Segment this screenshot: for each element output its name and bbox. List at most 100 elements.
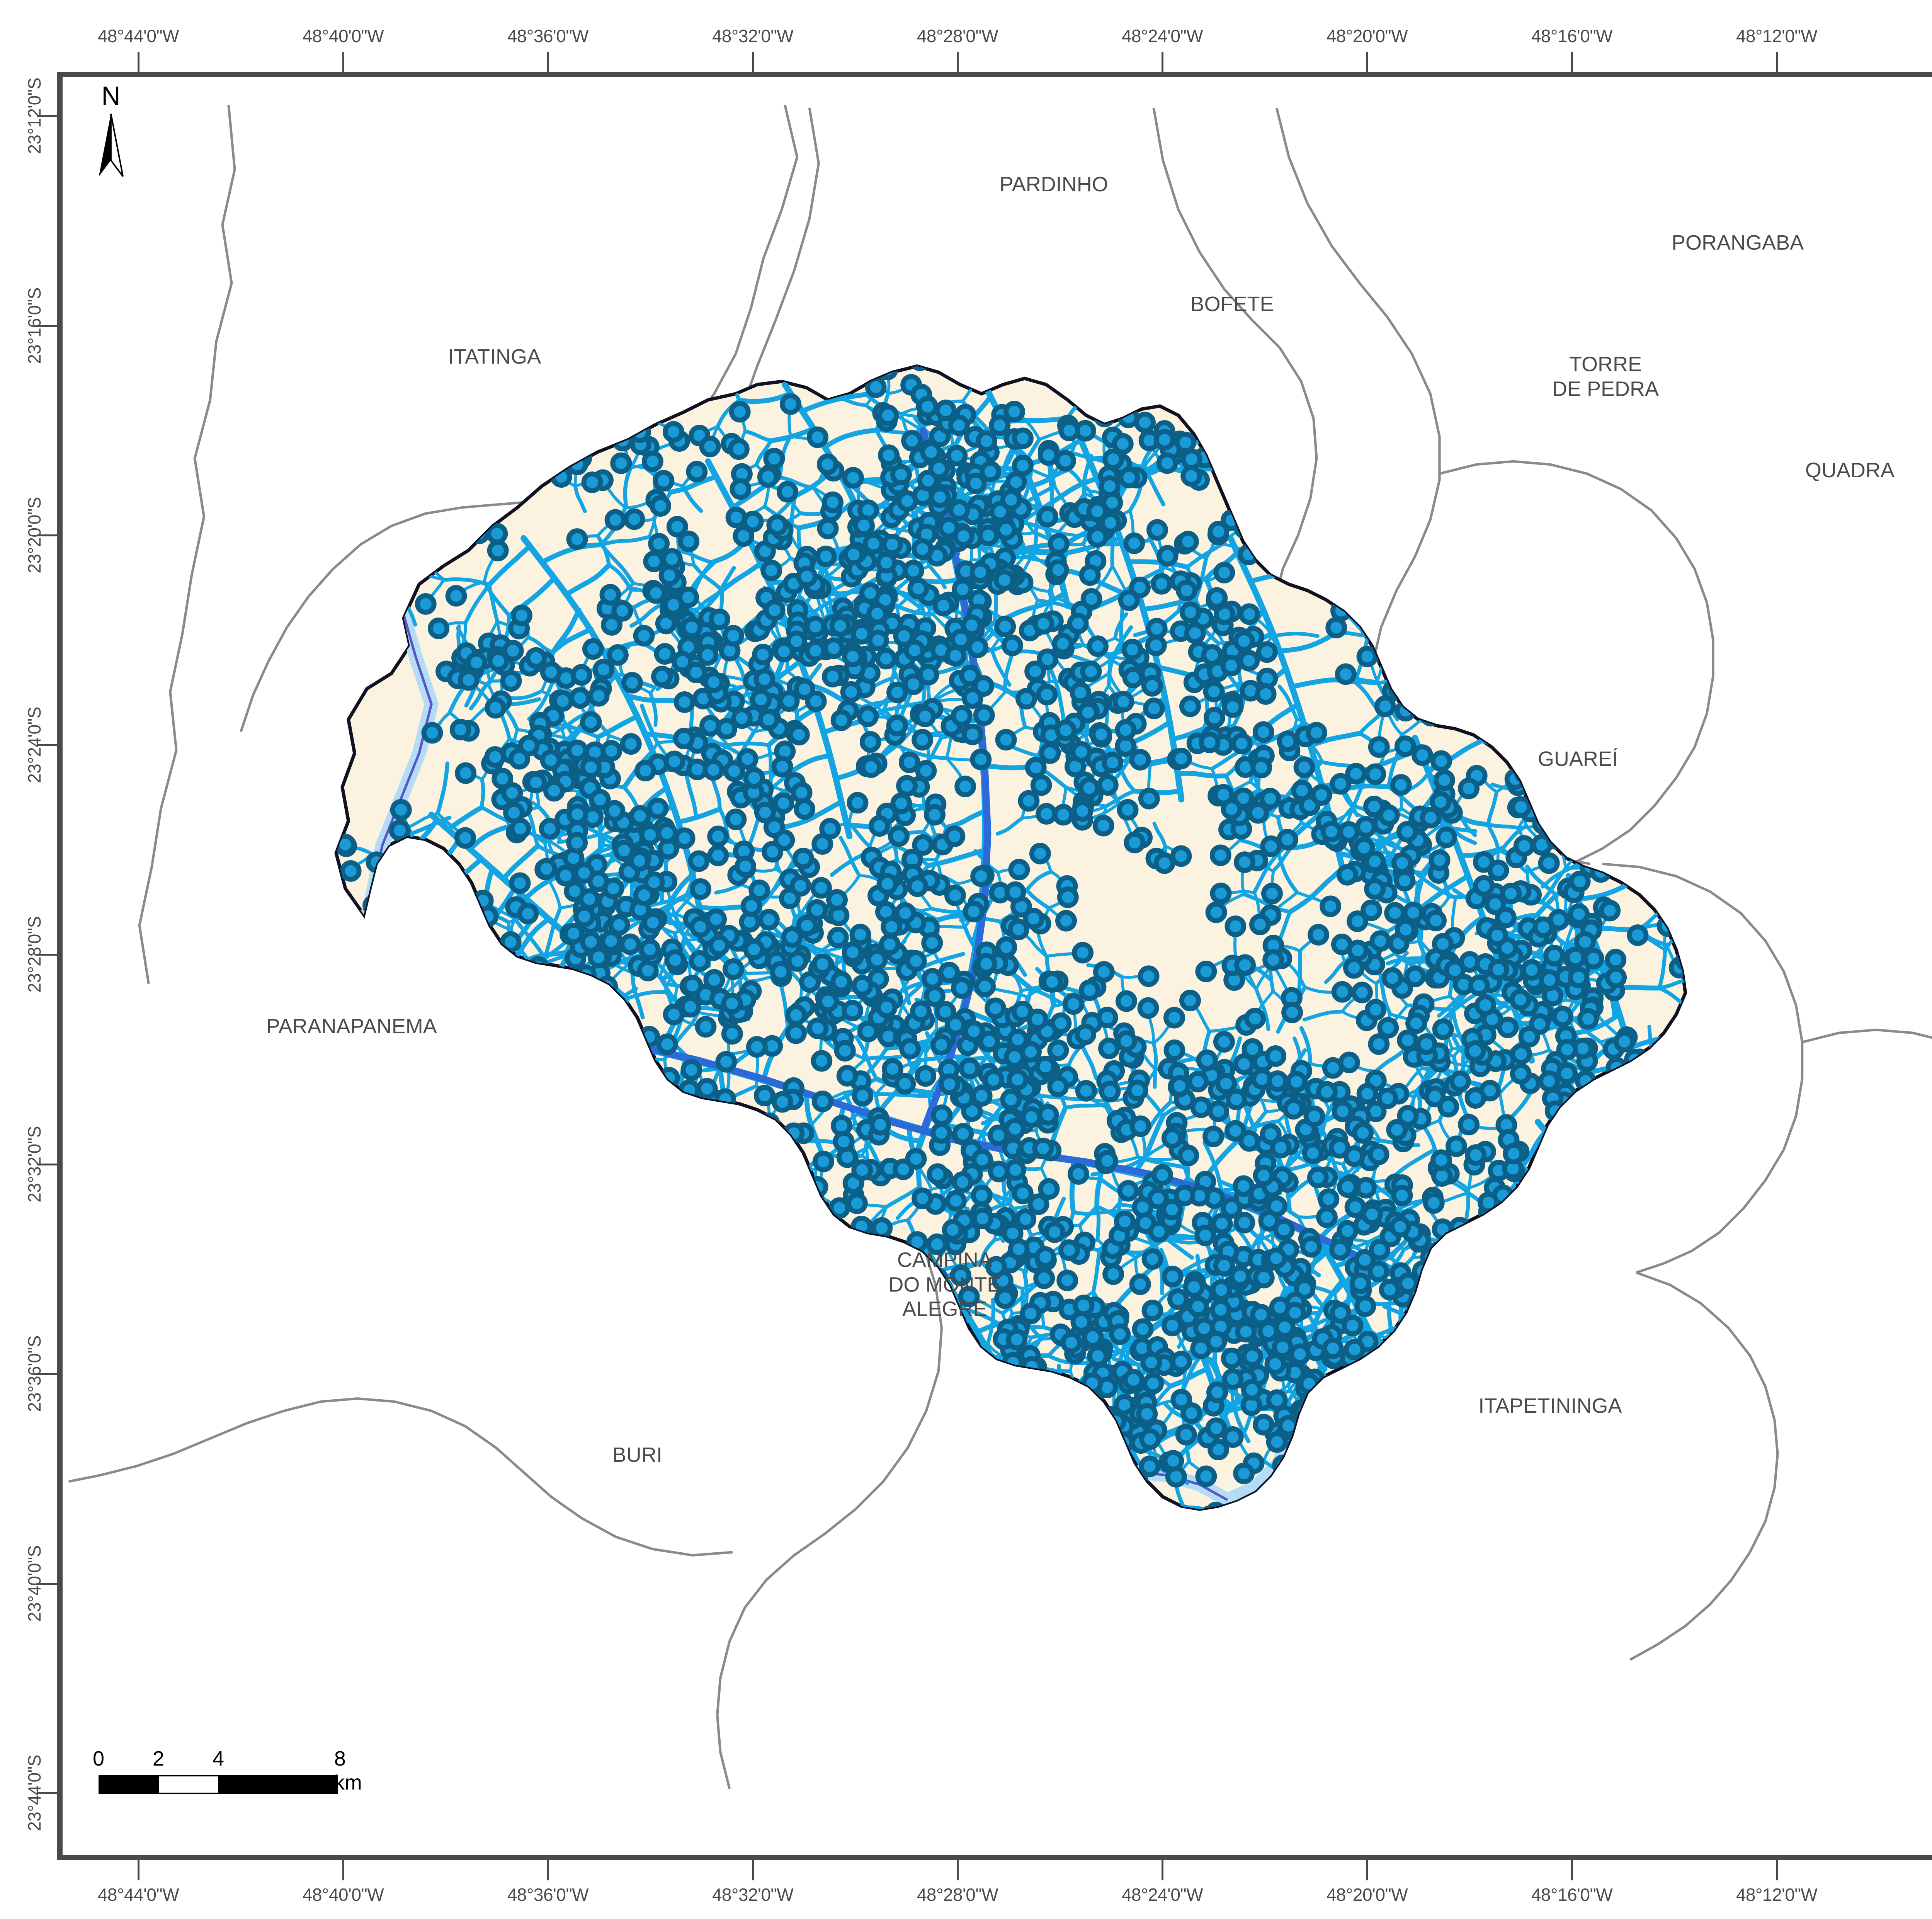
river-segment bbox=[1405, 1414, 1429, 1424]
river-segment bbox=[1684, 785, 1685, 796]
river-segment bbox=[1392, 679, 1420, 693]
river-segment bbox=[1595, 1320, 1603, 1344]
river-segment bbox=[529, 1053, 572, 1063]
river-segment bbox=[659, 1219, 678, 1249]
river-segment bbox=[573, 1211, 598, 1230]
spring-marker bbox=[662, 1157, 684, 1179]
river-segment bbox=[582, 1034, 588, 1079]
river-segment bbox=[1369, 1368, 1390, 1402]
spring-marker bbox=[1600, 1332, 1622, 1354]
river-segment bbox=[984, 1361, 1011, 1388]
river-segment bbox=[618, 1416, 646, 1433]
river-segment bbox=[1617, 1193, 1649, 1209]
river-segment bbox=[1621, 724, 1635, 746]
spring-marker bbox=[604, 1090, 626, 1112]
river-segment bbox=[539, 1100, 570, 1114]
river-segment bbox=[959, 1413, 1023, 1439]
river-segment bbox=[781, 799, 844, 830]
river-segment bbox=[1213, 401, 1227, 436]
river-segment bbox=[1520, 1385, 1528, 1414]
river-segment bbox=[698, 1175, 737, 1183]
river-segment bbox=[1315, 523, 1325, 572]
river-segment bbox=[804, 1241, 835, 1280]
river-segment bbox=[1458, 1226, 1464, 1251]
river-segment bbox=[1300, 521, 1315, 537]
river-segment bbox=[714, 1169, 743, 1183]
river-segment bbox=[791, 1310, 826, 1328]
river-segment bbox=[446, 902, 470, 908]
river-segment bbox=[446, 1004, 487, 1009]
river-segment bbox=[1406, 1356, 1434, 1362]
spring-marker bbox=[971, 1184, 993, 1206]
river-segment bbox=[510, 979, 524, 1001]
river-segment bbox=[1011, 1385, 1076, 1403]
river-segment bbox=[913, 1358, 924, 1412]
river-segment bbox=[1582, 1275, 1611, 1296]
spring-marker bbox=[541, 1093, 563, 1115]
river-segment bbox=[1213, 432, 1232, 465]
river-segment bbox=[905, 1386, 928, 1412]
river-segment bbox=[674, 1245, 681, 1300]
river-segment bbox=[1509, 721, 1541, 729]
river-segment bbox=[1670, 912, 1685, 924]
river-segment bbox=[882, 700, 935, 712]
river-segment bbox=[1289, 677, 1357, 689]
river-segment bbox=[759, 1206, 789, 1216]
river-segment bbox=[597, 1155, 653, 1182]
river-segment bbox=[1609, 1165, 1651, 1216]
spring-marker bbox=[451, 1099, 472, 1121]
spring-marker bbox=[492, 1123, 514, 1145]
river-segment bbox=[1281, 1464, 1315, 1479]
spring-marker bbox=[942, 1219, 964, 1241]
river-segment bbox=[733, 1121, 771, 1131]
river-segment bbox=[446, 432, 466, 459]
river-segment bbox=[1549, 1272, 1592, 1291]
river-segment bbox=[963, 1382, 1009, 1418]
river-segment bbox=[1688, 1059, 1709, 1081]
river-segment bbox=[1550, 1375, 1571, 1391]
river-segment bbox=[1624, 1063, 1653, 1083]
spring-marker bbox=[673, 1149, 696, 1170]
river-segment bbox=[876, 1092, 931, 1099]
river-segment bbox=[589, 1004, 613, 1010]
river-segment bbox=[1453, 1408, 1486, 1428]
river-segment bbox=[1151, 1041, 1158, 1089]
river-segment bbox=[483, 1001, 542, 1009]
river-segment bbox=[616, 1117, 633, 1137]
river-segment bbox=[522, 1109, 564, 1126]
river-segment bbox=[1439, 1448, 1468, 1454]
river-segment bbox=[900, 1393, 941, 1415]
river-segment bbox=[607, 563, 633, 592]
river-segment bbox=[1469, 591, 1498, 606]
spring-marker bbox=[724, 1167, 746, 1188]
river-segment bbox=[665, 1121, 706, 1134]
river-segment bbox=[1536, 1184, 1542, 1207]
spring-marker bbox=[701, 1159, 723, 1181]
river-segment bbox=[1649, 1051, 1665, 1064]
river-segment bbox=[1316, 1419, 1337, 1439]
river-segment bbox=[714, 1201, 729, 1228]
river-segment bbox=[733, 1176, 749, 1201]
spring-marker bbox=[1053, 804, 1074, 826]
river-segment bbox=[920, 1422, 925, 1445]
river-segment bbox=[391, 419, 404, 447]
spring-marker bbox=[1012, 1182, 1034, 1204]
river-segment bbox=[1679, 470, 1685, 489]
river-segment bbox=[538, 1001, 588, 1038]
river-segment bbox=[917, 1318, 934, 1361]
river-segment bbox=[673, 1145, 678, 1178]
river-segment bbox=[1307, 534, 1316, 564]
spring-marker bbox=[1421, 1349, 1443, 1371]
river-segment bbox=[1529, 1303, 1543, 1325]
river-segment bbox=[1460, 474, 1491, 488]
river-segment bbox=[727, 1161, 738, 1198]
river-segment bbox=[1583, 1293, 1602, 1321]
river-segment bbox=[1593, 1177, 1660, 1196]
river-segment bbox=[481, 995, 519, 1011]
spring-marker bbox=[1505, 1204, 1527, 1226]
river-segment bbox=[735, 1184, 769, 1196]
river-segment bbox=[1031, 1366, 1038, 1394]
river-segment bbox=[1312, 529, 1333, 537]
river-segment bbox=[1505, 1321, 1533, 1336]
river-segment bbox=[540, 1184, 555, 1211]
